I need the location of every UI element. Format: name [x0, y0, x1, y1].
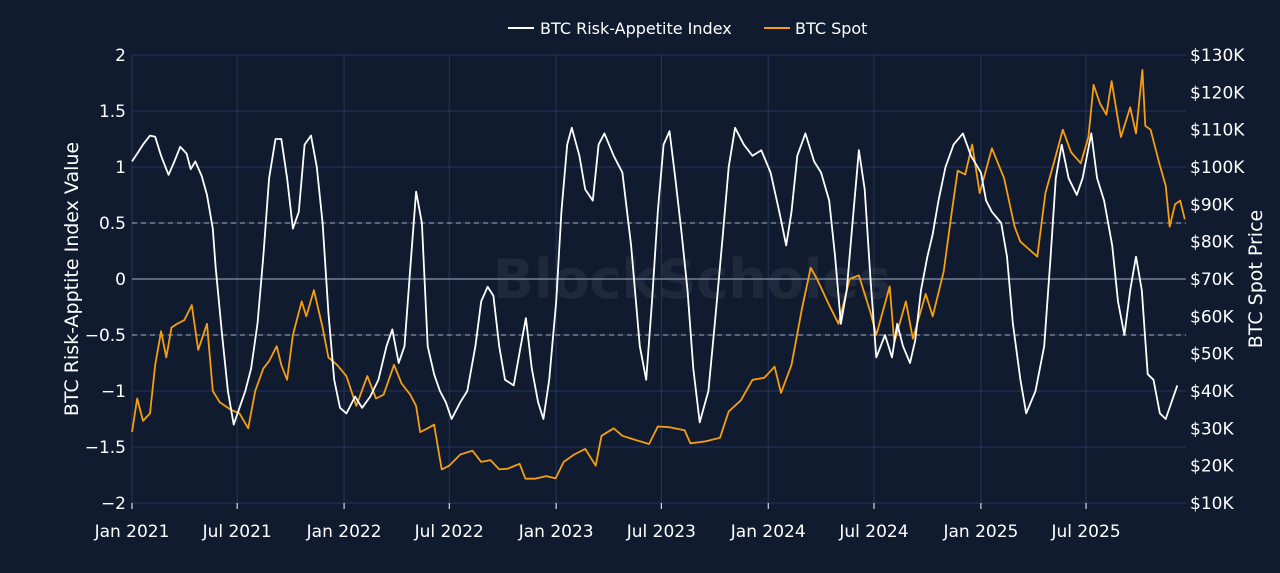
- y2-tick-label: $90K: [1190, 195, 1234, 215]
- y-tick-label: 1.5: [99, 102, 126, 122]
- y2-tick-label: $10K: [1190, 494, 1234, 514]
- y-tick-label: −2: [101, 494, 126, 514]
- y-axis-left: 2 1.5 1 0.5 0 −0.5 −1 −1.5 −2: [85, 46, 126, 514]
- y2-tick-label: $80K: [1190, 233, 1234, 253]
- legend[interactable]: BTC Risk-Appetite Index BTC Spot: [508, 19, 867, 38]
- x-tick-label: Jul 2021: [202, 522, 272, 542]
- y-tick-label: 2: [115, 46, 126, 66]
- y2-axis-title: BTC Spot Price: [1245, 210, 1267, 348]
- x-tick-label: Jan 2023: [518, 522, 594, 542]
- y-tick-label: −1: [101, 382, 126, 402]
- btc-spot-line: [131, 69, 1186, 480]
- y2-tick-label: $110K: [1190, 121, 1245, 141]
- series-layer: [131, 69, 1186, 480]
- x-tick-label: Jul 2024: [838, 522, 908, 542]
- legend-label: BTC Spot: [795, 19, 867, 38]
- y-tick-label: 1: [115, 158, 126, 178]
- y2-tick-label: $120K: [1190, 83, 1245, 103]
- x-tick-label: Jul 2022: [414, 522, 484, 542]
- y-tick-label: −0.5: [85, 326, 126, 346]
- risk-appetite-line: [131, 126, 1179, 426]
- legend-item[interactable]: BTC Risk-Appetite Index: [508, 19, 732, 38]
- legend-item[interactable]: BTC Spot: [764, 19, 867, 38]
- x-tick-label: Jul 2025: [1050, 522, 1120, 542]
- y-tick-label: 0: [115, 270, 126, 290]
- reference-lines: [132, 222, 1186, 336]
- x-tick-label: Jan 2022: [306, 522, 382, 542]
- y2-tick-label: $30K: [1190, 419, 1234, 439]
- x-axis: Jan 2021 Jul 2021 Jan 2022 Jul 2022 Jan 2023…: [94, 503, 1121, 542]
- y2-tick-label: $40K: [1190, 382, 1234, 402]
- legend-label: BTC Risk-Appetite Index: [540, 19, 732, 38]
- y-axis-title: BTC Risk-Apptite Index Value: [61, 142, 83, 416]
- x-tick-label: Jan 2021: [94, 522, 170, 542]
- y-tick-label: −1.5: [85, 438, 126, 458]
- y2-tick-label: $70K: [1190, 270, 1234, 290]
- x-tick-label: Jan 2025: [942, 522, 1018, 542]
- x-tick-label: Jan 2024: [730, 522, 806, 542]
- y2-tick-label: $60K: [1190, 307, 1234, 327]
- y2-tick-label: $20K: [1190, 457, 1234, 477]
- y2-tick-label: $50K: [1190, 345, 1234, 365]
- y2-tick-label: $100K: [1190, 158, 1245, 178]
- y2-tick-label: $130K: [1190, 46, 1245, 66]
- y-axis-right: $130K $120K $110K $100K $90K $80K $70K $60K $50K…: [1190, 46, 1245, 514]
- y-tick-label: 0.5: [99, 214, 126, 234]
- x-tick-label: Jul 2023: [626, 522, 696, 542]
